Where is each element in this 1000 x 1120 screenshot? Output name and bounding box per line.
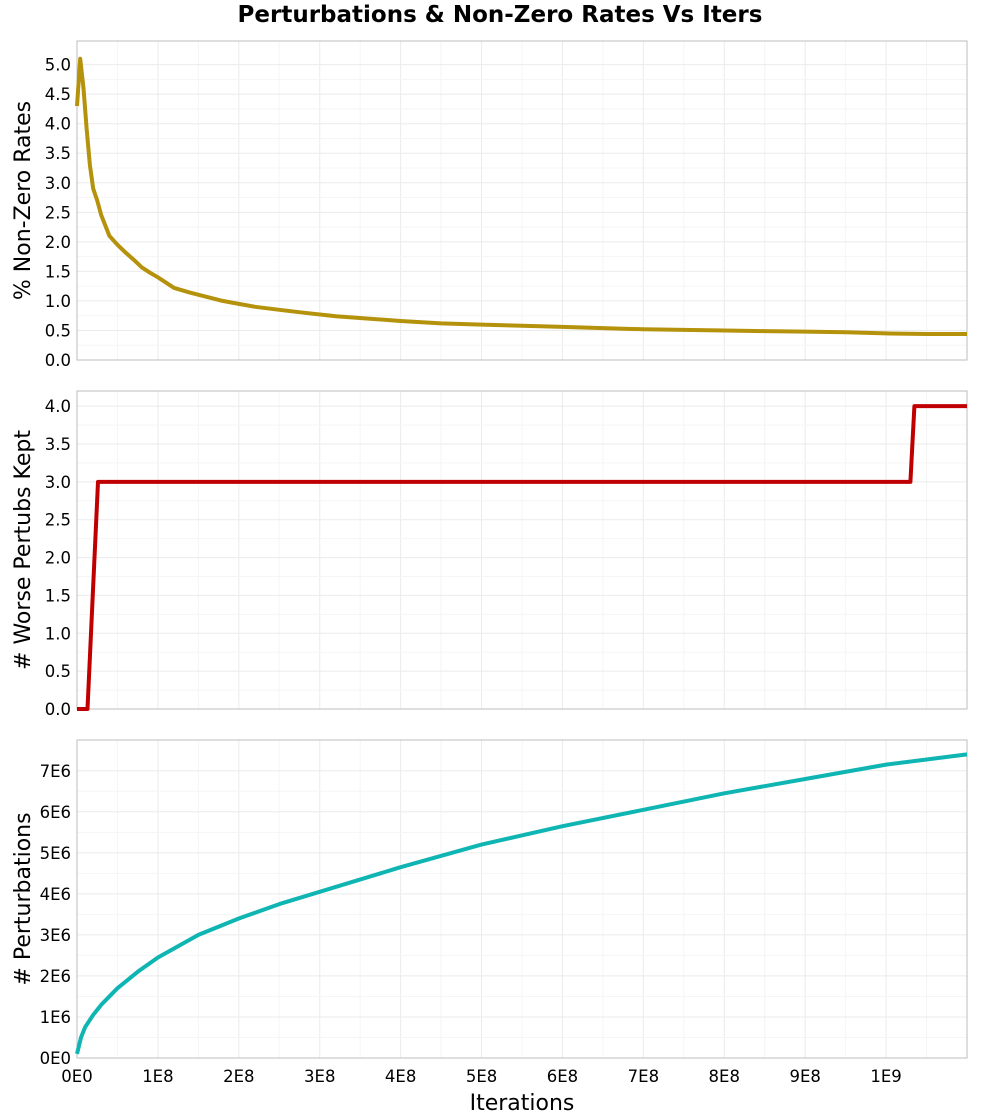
y-tick-label: 0.0: [45, 700, 71, 719]
y-tick-label: 1.0: [45, 624, 71, 643]
chart-title: Perturbations & Non-Zero Rates Vs Iters: [237, 2, 763, 28]
x-tick-label: 9E8: [789, 1067, 820, 1086]
panel-2: 0.0 0.5 1.0 1.5 2.0 2.5 3.0 3.5 4.0 # Worse Pertu…: [11, 390, 968, 719]
y-tick-label: 3.5: [45, 435, 71, 454]
x-tick-label: 5E8: [466, 1067, 497, 1086]
y-tick-label: 4.0: [45, 115, 71, 134]
y-tick-label: 7E6: [40, 762, 71, 781]
series-line-3: [75, 752, 968, 1055]
plot-frame: [76, 739, 968, 1059]
x-tick-label: 8E8: [709, 1067, 740, 1086]
y-tick-label: 2E6: [40, 967, 71, 986]
plot-frame: [76, 40, 968, 361]
y-tick-label: 3E6: [40, 926, 71, 945]
y-tick-label: 2.0: [45, 233, 71, 252]
x-tick-label: 1E8: [142, 1067, 173, 1086]
y-axis-label: # Perturbations: [11, 812, 36, 985]
x-tick-label: 0E0: [61, 1067, 92, 1086]
series-line-2: [77, 404, 967, 711]
series-line-1: [75, 56, 967, 336]
y-tick-label: 4E6: [40, 885, 71, 904]
y-tick-label: 2.0: [45, 549, 71, 568]
plot-frame: [76, 390, 968, 710]
y-tick-label: 0.0: [45, 351, 71, 370]
y-tick-label: 2.5: [45, 203, 71, 222]
y-tick-label: 0.5: [45, 321, 71, 340]
y-tick-label: 1.5: [45, 586, 71, 605]
y-tick-label: 0.5: [45, 662, 71, 681]
x-tick-label: 7E8: [628, 1067, 659, 1086]
y-tick-label: 4.5: [45, 85, 71, 104]
x-tick-label: 3E8: [304, 1067, 335, 1086]
x-tick-label: 2E8: [223, 1067, 254, 1086]
panel-3: 0E0 1E6 2E6 3E6 4E6 5E6 6E6 7E6 # Perturbations: [11, 739, 968, 1068]
x-axis-label: Iterations: [470, 1091, 575, 1116]
y-tick-label: 1.5: [45, 262, 71, 281]
y-tick-label: 0E0: [40, 1049, 71, 1068]
y-tick-label: 1.0: [45, 292, 71, 311]
y-tick-label: 4.0: [45, 397, 71, 416]
y-tick-label: 1E6: [40, 1008, 71, 1027]
x-tick-label: 6E8: [547, 1067, 578, 1086]
y-tick-label: 6E6: [40, 803, 71, 822]
y-tick-label: 2.5: [45, 511, 71, 530]
y-tick-label: 3.0: [45, 473, 71, 492]
y-tick-label: 3.5: [45, 144, 71, 163]
y-axis-label: # Worse Pertubs Kept: [11, 430, 36, 670]
y-axis-label: % Non-Zero Rates: [11, 101, 36, 300]
x-tick-label: 4E8: [385, 1067, 416, 1086]
x-tick-label: 1E9: [870, 1067, 901, 1086]
y-tick-label: 5E6: [40, 844, 71, 863]
y-tick-label: 5.0: [45, 56, 71, 75]
y-tick-label: 3.0: [45, 174, 71, 193]
panel-1: 0.0 0.5 1.0 1.5 2.0 2.5 3.0 3.5 4.0 4.5 5.0 % Non-Z…: [11, 40, 968, 370]
